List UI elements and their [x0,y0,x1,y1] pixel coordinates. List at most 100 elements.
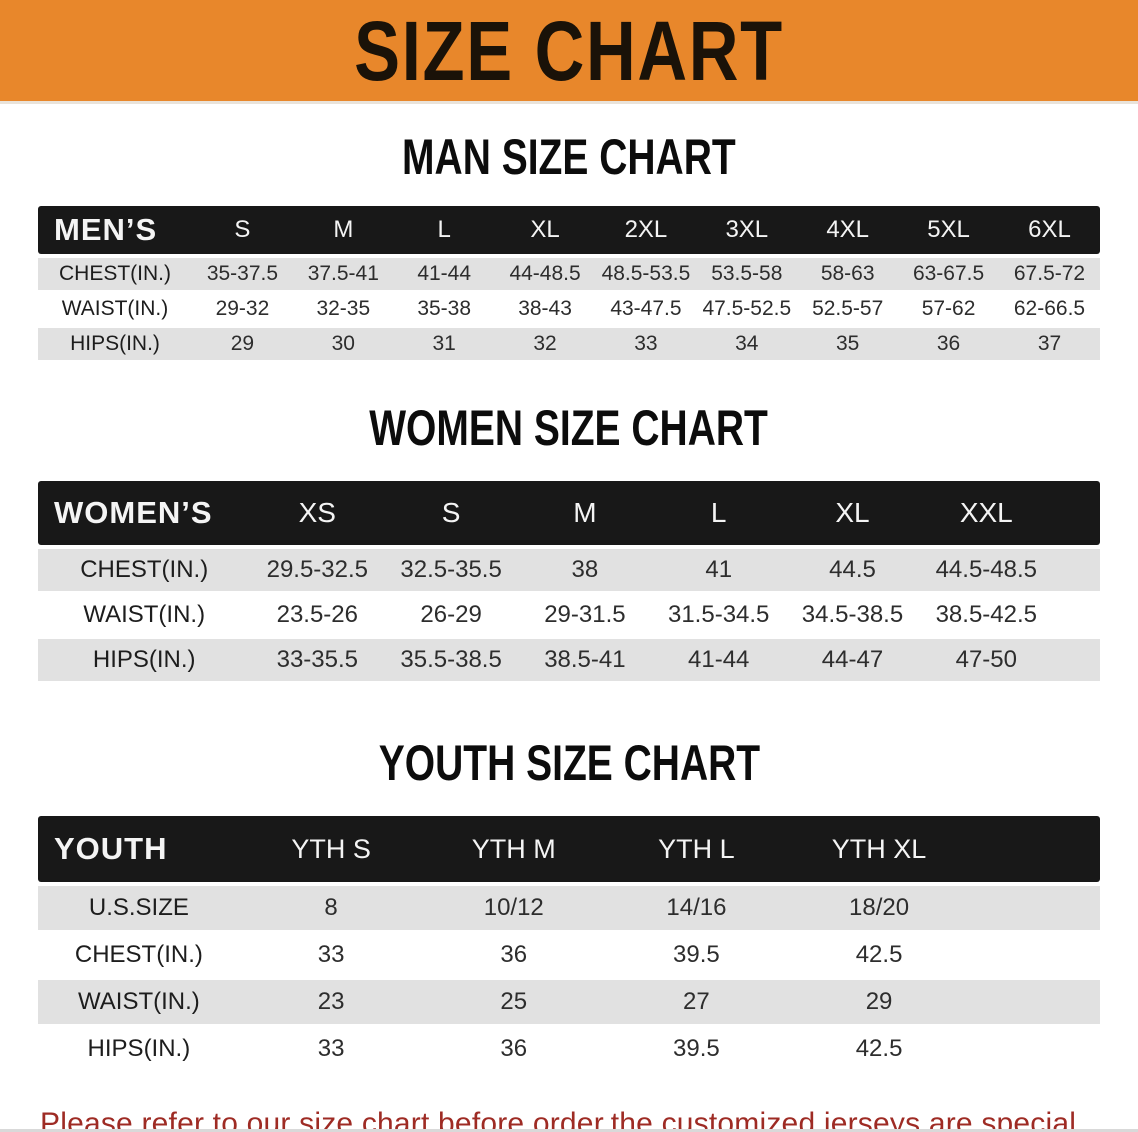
table-row: U.S.SIZE 8 10/12 14/16 18/20 [38,882,1100,933]
size-value-cell: 42.5 [787,933,971,980]
table-row: CHEST(IN.) 29.5-32.5 32.5-35.5 38 41 44.5 44.5… [38,545,1100,594]
measure-row-label: CHEST(IN.) [38,933,240,980]
measure-row-label: CHEST(IN.) [38,545,251,594]
table-row: CHEST(IN.) 33 36 39.5 42.5 [38,933,1100,980]
size-value-cell: 38 [518,545,652,594]
size-column-header: M [292,206,394,254]
size-value-cell: 29-32 [192,293,293,328]
measure-row-label: WAIST(IN.) [38,594,251,639]
table-group-label: WOMEN’S [38,481,251,545]
size-value-cell: 57-62 [898,293,999,328]
table-row: HIPS(IN.) 33-35.5 35.5-38.5 38.5-41 41-44 44-… [38,639,1100,684]
size-value-cell: 47-50 [919,639,1054,684]
size-column-header: XL [785,481,920,545]
size-column-header: YTH S [239,816,423,882]
row-spacer [1053,594,1100,639]
size-value-cell: 29-31.5 [518,594,652,639]
youth-section-heading: YOUTH SIZE CHART [0,738,1138,788]
size-value-cell: 29.5-32.5 [250,545,385,594]
size-value-cell: 35-38 [393,293,495,328]
row-spacer [970,1027,1100,1074]
size-value-cell: 43-47.5 [595,293,697,328]
page-bottom-edge [0,1129,1138,1132]
size-value-cell: 31.5-34.5 [651,594,786,639]
women-section-heading-text: WOMEN SIZE CHART [369,400,769,456]
row-spacer [1053,639,1100,684]
size-value-cell: 38.5-42.5 [919,594,1054,639]
size-value-cell: 39.5 [605,1027,788,1074]
size-table: YOUTH YTH S YTH M YTH L YTH XL U.S.SIZE 8 10/12… [38,816,1100,1074]
table-row: HIPS(IN.) 29 30 31 32 33 34 35 36 37 [38,328,1100,363]
size-column-header: 5XL [898,206,999,254]
women-size-table: WOMEN’S XS S M L XL XXL CHEST(IN.) 29.5-32.5 32.5… [38,481,1100,684]
size-value-cell: 44-48.5 [494,254,596,293]
size-value-cell: 35.5-38.5 [384,639,518,684]
table-row: WAIST(IN.) 23.5-26 26-29 29-31.5 31.5-34.5 34… [38,594,1100,639]
size-value-cell: 58-63 [797,254,899,293]
size-column-header: YTH M [422,816,606,882]
size-value-cell: 41 [651,545,786,594]
order-disclaimer: Please refer to our size chart before or… [40,1100,1098,1132]
size-column-header: L [651,481,786,545]
size-value-cell: 18/20 [787,882,971,933]
size-value-cell: 62-66.5 [999,293,1100,328]
size-value-cell: 33 [595,328,697,363]
measure-row-label: WAIST(IN.) [38,980,240,1027]
size-value-cell: 38-43 [494,293,596,328]
size-value-cell: 34 [696,328,798,363]
size-value-cell: 32 [494,328,596,363]
size-value-cell: 38.5-41 [518,639,652,684]
size-value-cell: 48.5-53.5 [595,254,697,293]
size-value-cell: 33-35.5 [250,639,385,684]
measure-row-label: WAIST(IN.) [38,293,192,328]
size-value-cell: 32-35 [292,293,394,328]
size-column-header: XL [494,206,596,254]
size-value-cell: 27 [605,980,788,1027]
size-value-cell: 53.5-58 [696,254,798,293]
men-size-table: MEN’S S M L XL 2XL 3XL 4XL 5XL 6XL CHEST(IN.) 35-37… [38,206,1100,363]
table-row: WAIST(IN.) 29-32 32-35 35-38 38-43 43-47.5 47.… [38,293,1100,328]
measure-row-label: CHEST(IN.) [38,254,192,293]
size-value-cell: 35-37.5 [192,254,293,293]
size-column-header: 6XL [999,206,1100,254]
size-column-header: S [384,481,518,545]
size-column-header: 2XL [595,206,697,254]
size-value-cell: 25 [422,980,606,1027]
size-value-cell: 36 [422,1027,606,1074]
men-section-heading: MAN SIZE CHART [0,132,1138,182]
table-row: HIPS(IN.) 33 36 39.5 42.5 [38,1027,1100,1074]
size-value-cell: 8 [239,882,423,933]
size-table: WOMEN’S XS S M L XL XXL CHEST(IN.) 29.5-32.5 32.5… [38,481,1100,684]
size-value-cell: 23.5-26 [250,594,385,639]
size-value-cell: 31 [393,328,495,363]
women-section-heading: WOMEN SIZE CHART [0,403,1138,453]
size-value-cell: 67.5-72 [999,254,1100,293]
measure-row-label: U.S.SIZE [38,882,240,933]
header-spacer [970,816,1100,882]
size-column-header: L [393,206,495,254]
size-column-header: YTH L [605,816,788,882]
size-column-header: YTH XL [787,816,971,882]
row-spacer [970,933,1100,980]
size-value-cell: 36 [898,328,999,363]
size-value-cell: 26-29 [384,594,518,639]
size-value-cell: 30 [292,328,394,363]
size-value-cell: 39.5 [605,933,788,980]
table-row: WAIST(IN.) 23 25 27 29 [38,980,1100,1027]
table-row: CHEST(IN.) 35-37.5 37.5-41 41-44 44-48.5 48.5… [38,254,1100,293]
size-value-cell: 37.5-41 [292,254,394,293]
measure-row-label: HIPS(IN.) [38,328,192,363]
men-section-heading-text: MAN SIZE CHART [402,129,736,185]
size-value-cell: 29 [192,328,293,363]
size-column-header: XS [250,481,385,545]
size-value-cell: 41-44 [651,639,786,684]
row-spacer [970,980,1100,1027]
disclaimer-line-1: Please refer to our size chart before or… [40,1107,1077,1132]
size-value-cell: 29 [787,980,971,1027]
size-value-cell: 42.5 [787,1027,971,1074]
size-value-cell: 10/12 [422,882,606,933]
size-value-cell: 44.5 [785,545,920,594]
page-title: SIZE CHART [354,3,784,98]
size-value-cell: 33 [239,933,423,980]
size-value-cell: 33 [239,1027,423,1074]
